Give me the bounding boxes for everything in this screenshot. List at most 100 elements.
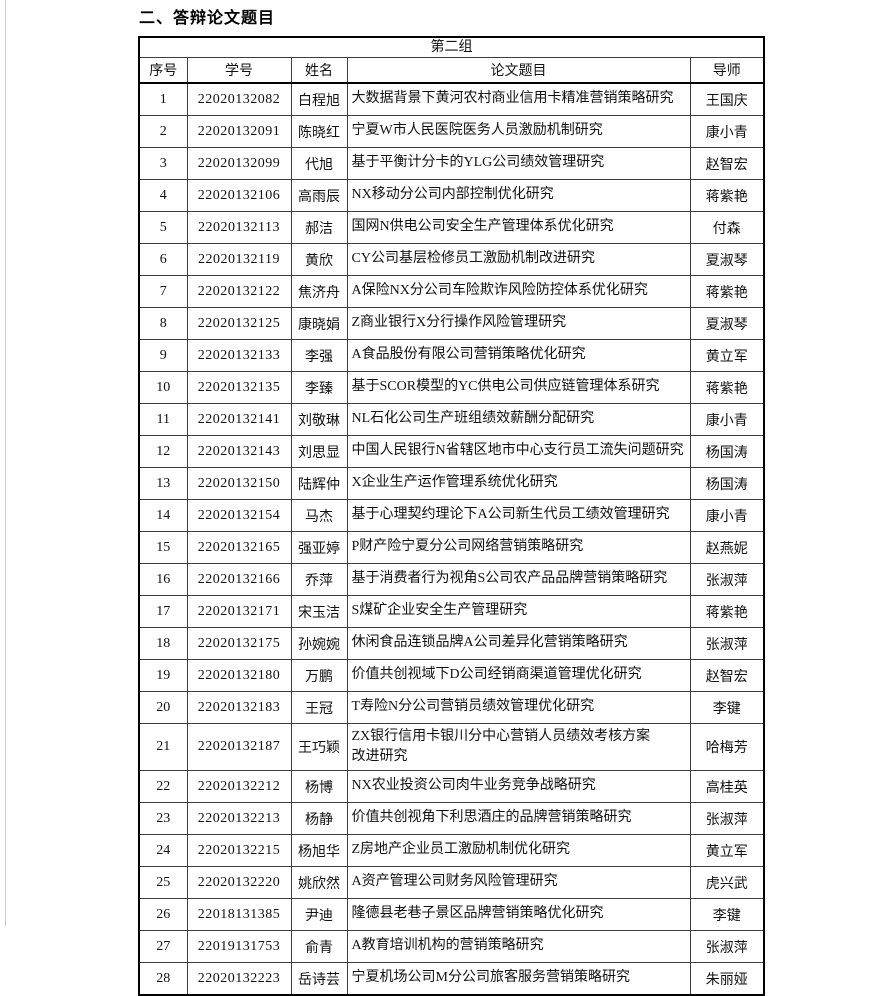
table-row: 7 22020132122 焦济舟 A保险NX分公司车险欺诈风险防控体系优化研究 蒋紫艳 — [138, 275, 765, 308]
cell-student-id: 22020132125 — [186, 307, 292, 340]
column-header-thesis-title: 论文题目 — [346, 57, 691, 84]
cell-no: 2 — [138, 115, 188, 148]
cell-no: 5 — [138, 211, 188, 244]
cell-name: 刘敬琳 — [290, 403, 348, 436]
cell-advisor: 张淑萍 — [689, 802, 765, 835]
table-row: 17 22020132171 宋玉洁 S煤矿企业安全生产管理研究 蒋紫艳 — [138, 595, 765, 628]
cell-advisor: 张淑萍 — [689, 627, 765, 660]
cell-no: 15 — [138, 531, 188, 564]
cell-advisor: 赵燕妮 — [689, 531, 765, 564]
cell-advisor: 蒋紫艳 — [689, 595, 765, 628]
cell-advisor: 黄立军 — [689, 339, 765, 372]
cell-name: 马杰 — [290, 499, 348, 532]
cell-no: 14 — [138, 499, 188, 532]
cell-name: 宋玉洁 — [290, 595, 348, 628]
table-body: 1 22020132082 白程旭 大数据背景下黄河农村商业信用卡精准营销策略研究 王国… — [138, 82, 765, 996]
cell-no: 25 — [138, 866, 188, 899]
table-row: 10 22020132135 李臻 基于SCOR模型的YC供电公司供应链管理体系研究蒋… — [138, 371, 765, 404]
cell-name: 姚欣然 — [290, 866, 348, 899]
cell-thesis-title: NL石化公司生产班组绩效薪酬分配研究 — [346, 403, 691, 436]
cell-no: 9 — [138, 339, 188, 372]
cell-advisor: 夏淑琴 — [689, 243, 765, 276]
table-row: 21 22020132187 王巧颖 ZX银行信用卡银川分中心营销人员绩效考核方案 改… — [138, 723, 765, 771]
cell-student-id: 22020132213 — [186, 802, 292, 835]
cell-advisor: 康小青 — [689, 115, 765, 148]
cell-name: 孙婉婉 — [290, 627, 348, 660]
cell-thesis-title: X企业生产运作管理系统优化研究 — [346, 467, 691, 500]
cell-thesis-title: Z房地产企业员工激励机制优化研究 — [346, 834, 691, 867]
cell-student-id: 22020132223 — [186, 962, 292, 996]
table-row: 18 22020132175 孙婉婉 休闲食品连锁品牌A公司差异化营销策略研究 张淑萍 — [138, 627, 765, 660]
cell-name: 郝洁 — [290, 211, 348, 244]
cell-name: 刘思显 — [290, 435, 348, 468]
cell-thesis-title: T寿险N分公司营销员绩效管理优化研究 — [346, 691, 691, 724]
table-row: 14 22020132154 马杰 基于心理契约理论下A公司新生代员工绩效管理研究 康小… — [138, 499, 765, 532]
cell-thesis-title: Z商业银行X分行操作风险管理研究 — [346, 307, 691, 340]
cell-thesis-title: A食品股份有限公司营销策略优化研究 — [346, 339, 691, 372]
table-row: 23 22020132213 杨静 价值共创视角下利思酒庄的品牌营销策略研究 张淑萍 — [138, 802, 765, 835]
cell-thesis-title: ZX银行信用卡银川分中心营销人员绩效考核方案 改进研究 — [346, 723, 691, 771]
cell-advisor: 黄立军 — [689, 834, 765, 867]
cell-student-id: 22020132106 — [186, 179, 292, 212]
cell-student-id: 22020132119 — [186, 243, 292, 276]
cell-student-id: 22020132175 — [186, 627, 292, 660]
cell-thesis-title: 国网N供电公司安全生产管理体系优化研究 — [346, 211, 691, 244]
table-row: 28 22020132223 岳诗芸 宁夏机场公司M分公司旅客服务营销策略研究 朱丽娅 — [138, 962, 765, 996]
table-row: 15 22020132165 强亚婷 P财产险宁夏分公司网络营销策略研究 赵燕妮 — [138, 531, 765, 564]
cell-name: 白程旭 — [290, 82, 348, 116]
cell-name: 万鹏 — [290, 659, 348, 692]
cell-thesis-title: 基于SCOR模型的YC供电公司供应链管理体系研究 — [346, 371, 691, 404]
cell-no: 16 — [138, 563, 188, 596]
cell-no: 4 — [138, 179, 188, 212]
cell-student-id: 22020132099 — [186, 147, 292, 180]
thesis-table: 第二组 序号 学号 姓名 论文题目 导师 1 22020132082 白程旭 大数据背… — [138, 36, 766, 996]
cell-advisor: 康小青 — [689, 499, 765, 532]
cell-student-id: 22020132135 — [186, 371, 292, 404]
cell-advisor: 康小青 — [689, 403, 765, 436]
cell-name: 代旭 — [290, 147, 348, 180]
column-header-student-id: 学号 — [186, 57, 292, 84]
cell-name: 李臻 — [290, 371, 348, 404]
cell-no: 7 — [138, 275, 188, 308]
cell-thesis-title: 宁夏W市人民医院医务人员激励机制研究 — [346, 115, 691, 148]
cell-advisor: 夏淑琴 — [689, 307, 765, 340]
cell-name: 杨静 — [290, 802, 348, 835]
cell-no: 21 — [138, 723, 188, 771]
cell-name: 康晓娟 — [290, 307, 348, 340]
cell-advisor: 哈梅芳 — [689, 723, 765, 771]
table-row: 24 22020132215 杨旭华 Z房地产企业员工激励机制优化研究 黄立军 — [138, 834, 765, 867]
cell-advisor: 蒋紫艳 — [689, 179, 765, 212]
cell-name: 岳诗芸 — [290, 962, 348, 996]
cell-advisor: 杨国涛 — [689, 467, 765, 500]
cell-advisor: 付森 — [689, 211, 765, 244]
section-title: 二、答辩论文题目 — [139, 10, 276, 27]
column-header-no: 序号 — [138, 57, 188, 84]
table-row: 1 22020132082 白程旭 大数据背景下黄河农村商业信用卡精准营销策略研究 王国… — [138, 82, 765, 116]
cell-student-id: 22019131753 — [186, 930, 292, 963]
cell-advisor: 李键 — [689, 691, 765, 724]
cell-student-id: 22020132183 — [186, 691, 292, 724]
cell-name: 强亚婷 — [290, 531, 348, 564]
cell-student-id: 22020132122 — [186, 275, 292, 308]
cell-no: 8 — [138, 307, 188, 340]
cell-thesis-title: A教育培训机构的营销策略研究 — [346, 930, 691, 963]
cell-advisor: 朱丽娅 — [689, 962, 765, 996]
cell-advisor: 杨国涛 — [689, 435, 765, 468]
cell-name: 俞青 — [290, 930, 348, 963]
cell-student-id: 22020132133 — [186, 339, 292, 372]
cell-no: 12 — [138, 435, 188, 468]
cell-no: 22 — [138, 770, 188, 803]
cell-advisor: 王国庆 — [689, 82, 765, 116]
cell-student-id: 22020132187 — [186, 723, 292, 771]
cell-name: 乔萍 — [290, 563, 348, 596]
cell-name: 王冠 — [290, 691, 348, 724]
cell-thesis-title: 基于心理契约理论下A公司新生代员工绩效管理研究 — [346, 499, 691, 532]
cell-name: 李强 — [290, 339, 348, 372]
cell-student-id: 22020132082 — [186, 82, 292, 116]
cell-student-id: 22020132154 — [186, 499, 292, 532]
cell-name: 黄欣 — [290, 243, 348, 276]
cell-thesis-title: CY公司基层检修员工激励机制改进研究 — [346, 243, 691, 276]
cell-no: 1 — [138, 82, 188, 116]
table-row: 8 22020132125 康晓娟 Z商业银行X分行操作风险管理研究 夏淑琴 — [138, 307, 765, 340]
cell-thesis-title: 基于平衡计分卡的YLG公司绩效管理研究 — [346, 147, 691, 180]
